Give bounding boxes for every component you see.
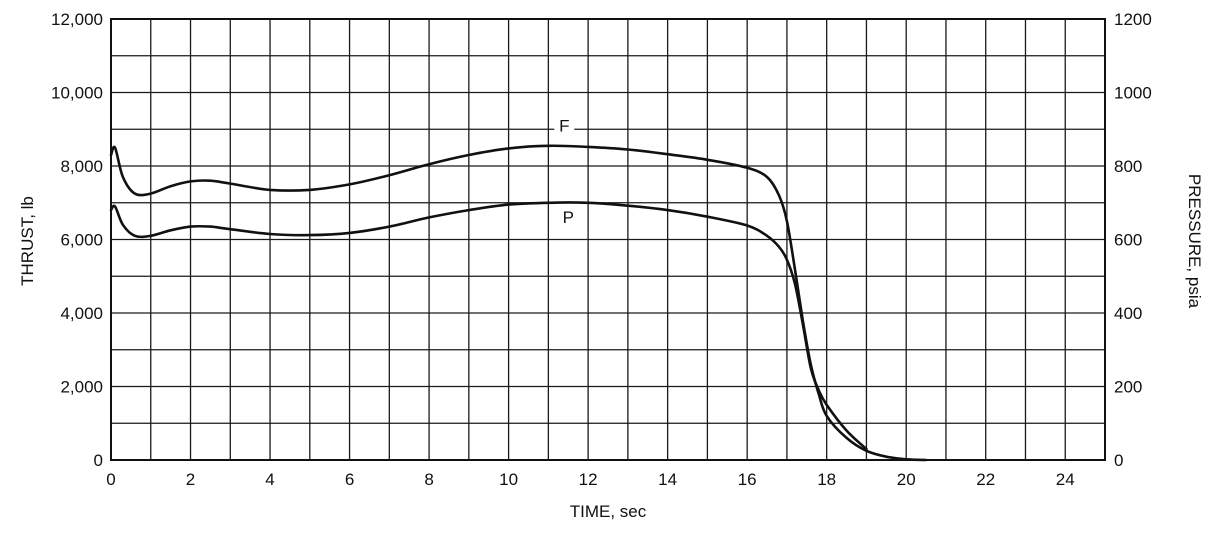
x-tick-label: 8 [424, 470, 433, 489]
x-tick-label: 22 [976, 470, 995, 489]
annotation-backing [558, 208, 579, 229]
left-y-tick-label: 4,000 [60, 304, 103, 323]
right-y-tick-label: 800 [1114, 157, 1142, 176]
series-line-F [109, 144, 928, 462]
left-y-tick-label: 8,000 [60, 157, 103, 176]
x-tick-label: 18 [817, 470, 836, 489]
curve-label-F: F [559, 116, 569, 135]
right-y-tick-labels: 0 200 400 600 800 1000 1200 [1114, 10, 1152, 470]
x-tick-label: 16 [738, 470, 757, 489]
curve-label-P: P [563, 208, 574, 227]
series-line-P [109, 201, 868, 451]
x-tick-label: 24 [1056, 470, 1075, 489]
left-y-tick-label: 12,000 [51, 10, 103, 29]
x-tick-label: 4 [265, 470, 274, 489]
right-y-tick-label: 200 [1114, 378, 1142, 397]
x-tick-label: 14 [658, 470, 677, 489]
left-y-tick-label: 10,000 [51, 84, 103, 103]
x-tick-label: 2 [186, 470, 195, 489]
right-y-tick-label: 1000 [1114, 84, 1152, 103]
right-y-tick-label: 400 [1114, 304, 1142, 323]
x-tick-label: 20 [897, 470, 916, 489]
left-y-tick-label: 2,000 [60, 378, 103, 397]
left-y-axis-label: THRUST, lb [18, 196, 37, 286]
right-y-axis-label: PRESSURE, psia [1185, 174, 1204, 309]
curve-annotations: FP [554, 116, 579, 229]
x-tick-label: 10 [499, 470, 518, 489]
plot-frame [110, 18, 1106, 461]
annotation-backing [554, 116, 575, 137]
left-y-tick-label: 6,000 [60, 231, 103, 250]
left-y-tick-labels: 0 2,000 4,000 6,000 8,000 10,000 12,000 [51, 10, 103, 470]
x-tick-label: 12 [579, 470, 598, 489]
left-y-tick-label: 0 [94, 451, 103, 470]
grid [110, 18, 1106, 461]
x-axis-label: TIME, sec [570, 502, 647, 521]
right-y-tick-label: 1200 [1114, 10, 1152, 29]
x-tick-label: 0 [106, 470, 115, 489]
data-series [109, 144, 928, 462]
right-y-tick-label: 600 [1114, 231, 1142, 250]
x-tick-label: 6 [345, 470, 354, 489]
x-tick-labels: 0 2 4 6 8 10 12 14 16 18 20 22 24 [106, 470, 1074, 489]
right-y-tick-label: 0 [1114, 451, 1123, 470]
